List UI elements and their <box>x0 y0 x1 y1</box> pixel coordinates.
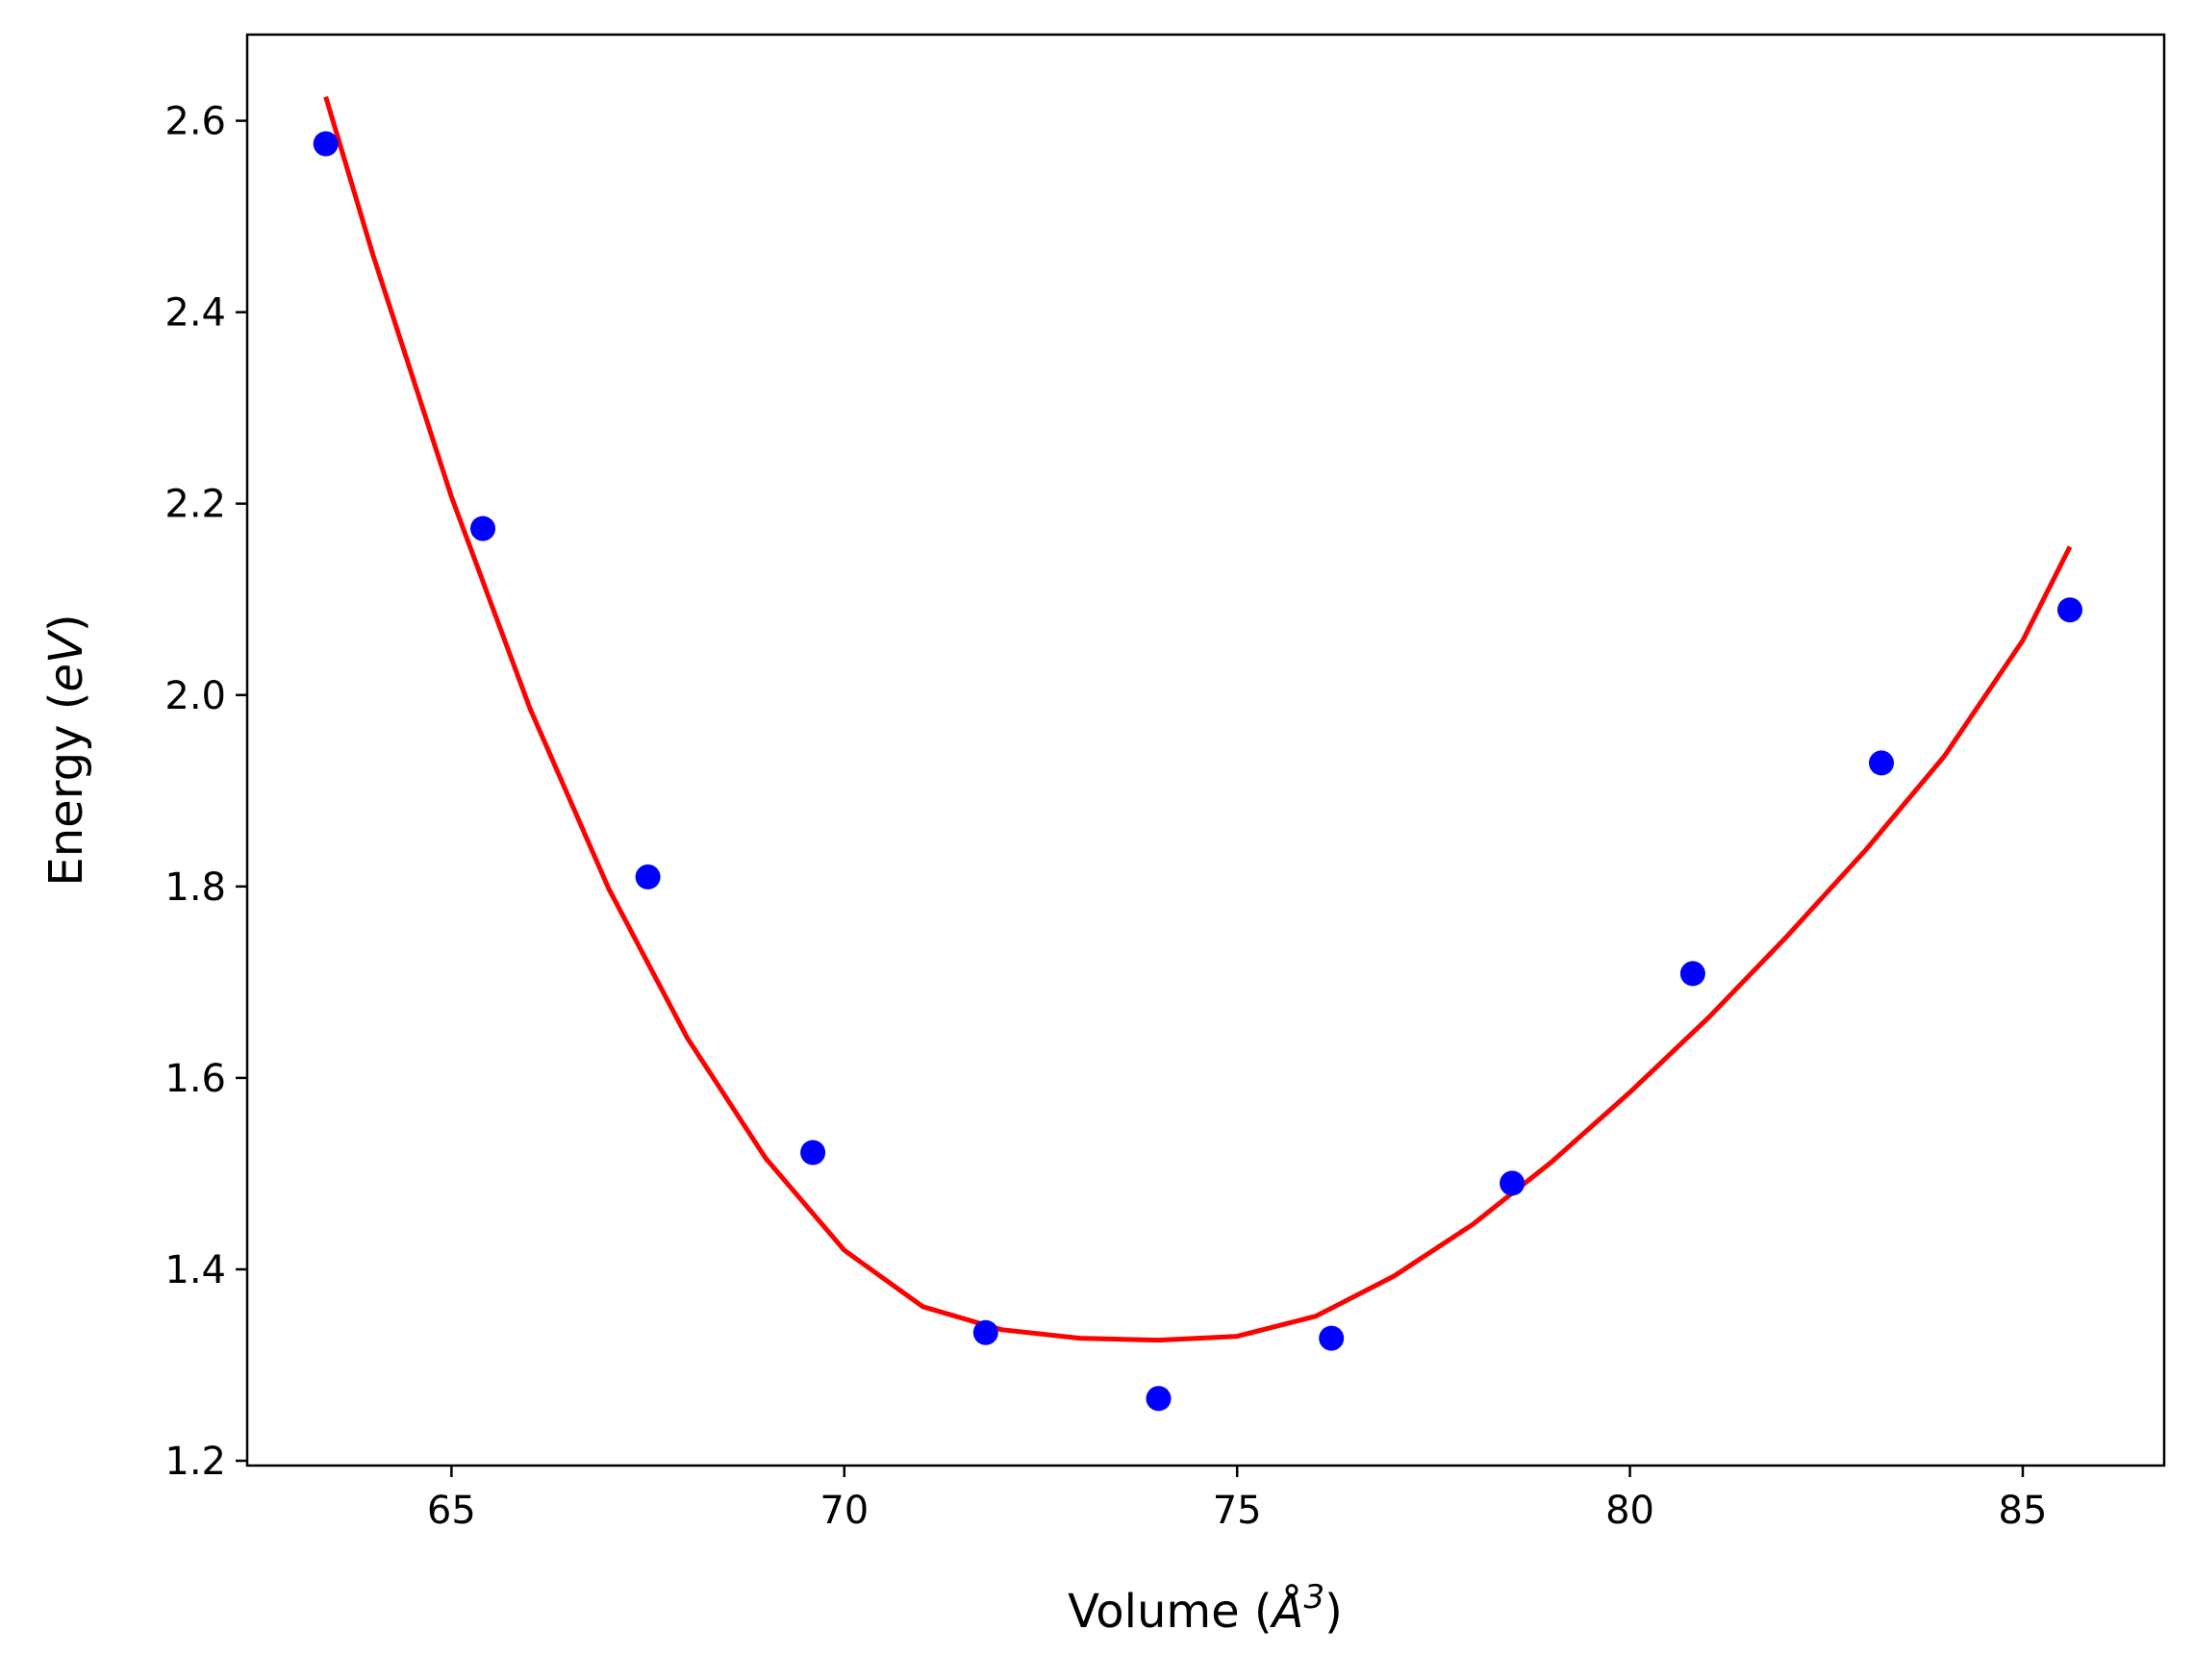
points-layer <box>313 131 2082 1412</box>
x-axis-label-suffix: ) <box>1324 1585 1343 1639</box>
y-tick-label: 1.4 <box>164 1248 226 1292</box>
data-point <box>1319 1325 1345 1351</box>
y-axis-label: Energy (eV) <box>39 614 93 886</box>
y-tick-label: 2.4 <box>164 291 226 336</box>
data-point <box>1146 1386 1172 1412</box>
data-point <box>635 864 661 890</box>
fit-curve-line <box>323 95 2073 1343</box>
data-point <box>972 1319 998 1345</box>
x-axis-label-exponent: 3 <box>1303 1578 1324 1617</box>
x-tick-label: 65 <box>427 1489 476 1533</box>
y-tick-label: 2.6 <box>164 100 226 144</box>
x-tick-label: 80 <box>1605 1489 1654 1533</box>
y-axis-label-unit: eV <box>39 629 93 692</box>
data-point <box>800 1140 826 1166</box>
plot-frame <box>245 33 2166 1467</box>
x-axis-label-unit: Å <box>1270 1584 1304 1639</box>
data-point <box>470 515 495 541</box>
y-tick-label: 2.0 <box>164 674 226 718</box>
data-point <box>313 131 339 157</box>
x-tick-label: 85 <box>1999 1489 2048 1533</box>
plot-background <box>247 35 2164 1466</box>
data-point <box>1869 750 1894 776</box>
y-axis-label-prefix: Energy ( <box>39 692 93 887</box>
x-axis-ticks: 65 70 75 80 85 <box>427 1466 2048 1533</box>
data-point <box>1500 1170 1526 1196</box>
x-tick-label: 70 <box>820 1489 869 1533</box>
y-axis-label-suffix: ) <box>39 614 93 632</box>
x-axis-label-prefix: Volume ( <box>1068 1585 1273 1639</box>
x-axis-label: Volume (Å3) <box>1068 1578 1343 1639</box>
y-tick-label: 1.8 <box>164 865 226 910</box>
y-axis-ticks: 1.2 1.4 1.6 1.8 2.0 2.2 2.4 2.6 <box>164 100 247 1484</box>
y-tick-label: 1.2 <box>164 1440 226 1484</box>
y-tick-label: 2.2 <box>164 483 226 527</box>
data-point <box>1679 961 1705 987</box>
y-tick-label: 1.6 <box>164 1057 226 1101</box>
data-point <box>2057 597 2082 623</box>
fit-layer <box>323 95 2073 1343</box>
x-tick-label: 75 <box>1213 1489 1262 1533</box>
